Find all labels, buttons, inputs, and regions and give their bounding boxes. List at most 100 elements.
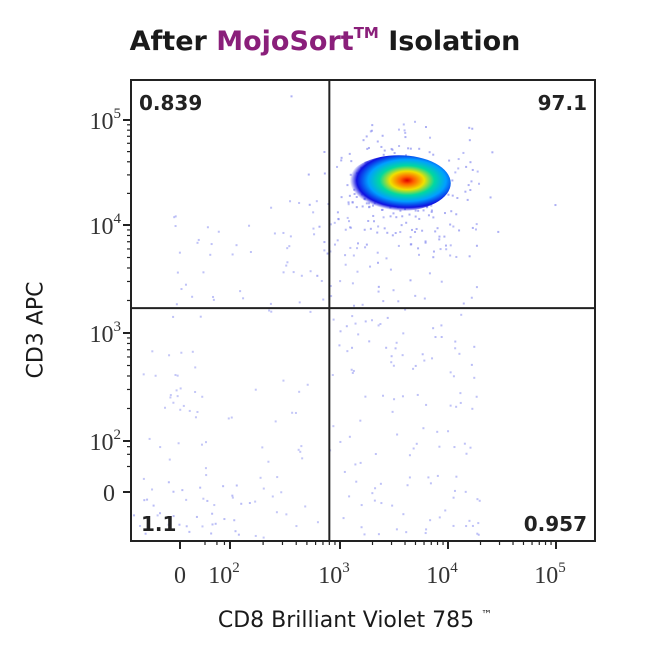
event-dot [371,492,374,495]
event-dot [217,230,220,233]
event-dot [347,203,350,206]
event-dot [223,518,226,521]
event-dot [478,182,481,185]
event-dot [392,364,395,367]
event-dot [377,285,380,288]
event-dot [353,304,356,307]
event-dot [471,168,474,171]
event-dot [449,404,452,407]
event-dot [372,214,375,217]
event-dot [365,243,368,246]
event-dot [394,347,397,350]
event-dot [197,238,200,241]
event-dot [377,225,380,228]
event-dot [382,153,385,156]
event-dot [376,251,379,254]
event-dot [300,274,303,277]
event-dot [476,532,479,535]
event-dot [336,165,339,168]
event-dot [429,519,432,522]
event-dot [476,170,479,173]
event-dot [476,498,479,501]
event-dot [405,221,408,224]
event-dot [201,395,204,398]
event-dot [288,245,291,248]
event-dot [463,442,466,445]
event-dot [379,323,382,326]
event-dot [408,213,411,216]
event-dot [432,153,435,156]
event-dot [181,489,184,492]
event-dot [397,128,400,131]
event-dot [402,332,405,335]
y-tick-label: 0 [103,481,115,507]
event-dot [359,419,362,422]
event-dot [146,498,149,501]
title-tm: TM [353,24,379,42]
event-dot [290,95,293,98]
event-dot [318,225,321,228]
event-dot [469,161,472,164]
event-dot [339,440,342,443]
event-dot [176,395,179,398]
event-dot [430,209,433,212]
event-dot [240,502,243,505]
event-dot [449,223,452,226]
event-dot [392,212,395,215]
event-dot [180,288,183,291]
event-dot [213,504,216,507]
event-dot [352,254,355,257]
event-dot [143,499,146,502]
event-dot [401,354,404,357]
event-dot [414,294,417,297]
event-dot [468,519,471,522]
event-dot [445,248,448,251]
event-dot [423,359,426,362]
event-dot [322,298,325,301]
event-dot [176,374,179,377]
event-dot [421,229,424,232]
event-dot [202,271,205,274]
event-dot [423,297,426,300]
event-dot [351,282,354,285]
event-dot [351,346,354,349]
event-dot [367,146,370,149]
event-dot [168,458,171,461]
event-dot [268,309,271,312]
event-dot [440,324,443,327]
event-dot [339,330,342,333]
event-dot [148,437,151,440]
event-dot [424,532,427,535]
event-dot [339,280,342,283]
chart-title: After MojoSortTM Isolation [0,24,650,57]
event-dot [459,401,462,404]
event-dot [139,524,142,527]
event-dot [326,252,329,255]
event-dot [424,126,427,129]
event-dot [262,487,265,490]
event-dot [308,203,311,206]
event-dot [156,514,159,517]
event-dot [194,366,197,369]
density-cluster [346,155,451,212]
event-dot [194,390,197,393]
event-dot [354,322,357,325]
event-dot [452,225,455,228]
event-dot [436,430,439,433]
event-dot [351,315,354,318]
event-dot [473,345,476,348]
event-dot [398,145,401,148]
event-dot [323,150,326,153]
event-dot [329,223,332,226]
event-dot [432,256,435,259]
event-dot [360,504,363,507]
event-dot [313,233,316,236]
event-dot [147,521,150,524]
event-dot [347,201,350,204]
title-suffix: Isolation [388,26,521,57]
event-dot [169,394,172,397]
event-dot [348,495,351,498]
event-dot [172,490,175,493]
event-dot [449,244,452,247]
event-dot [233,519,236,522]
